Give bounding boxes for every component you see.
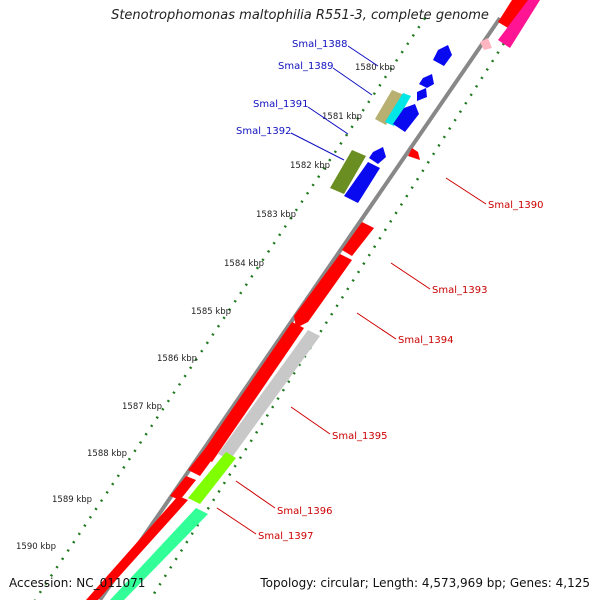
- cds-feature-mint: [110, 508, 208, 600]
- cds-feature-olive: [330, 150, 366, 194]
- gene-label-smal-1391: Smal_1391: [253, 99, 308, 110]
- gene-leader-line: [216, 507, 257, 535]
- gene-leader-line: [307, 106, 349, 135]
- tick-label: 1581 kbp: [322, 112, 362, 122]
- cds-feature-cyan: [385, 93, 411, 126]
- tick-label: 1590 kbp: [16, 542, 56, 552]
- gene-label-smal-1396: Smal_1396: [277, 506, 332, 517]
- gene-label-smal-1395: Smal_1395: [332, 431, 387, 442]
- cds-feature-blue: [433, 45, 452, 66]
- genome-summary: Topology: circular; Length: 4,573,969 bp…: [260, 576, 590, 590]
- gene-leader-line: [290, 406, 331, 435]
- gene-leader-line: [347, 45, 379, 67]
- cds-feature-red: [342, 222, 374, 256]
- cds-feature-blue: [344, 162, 380, 203]
- cds-feature-blue: [369, 147, 386, 164]
- gene-leader-line: [390, 262, 431, 290]
- cds-feature-blue: [393, 104, 419, 132]
- tick-label: 1584 kbp: [224, 259, 264, 269]
- cds-feature-olive-light: [375, 90, 404, 125]
- gene-leader-line: [356, 312, 397, 340]
- accession-label: Accession: NC_011071: [9, 576, 146, 590]
- cds-feature-red: [86, 496, 188, 600]
- cds-feature-red: [498, 0, 530, 28]
- gene-label-smal-1389: Smal_1389: [278, 61, 333, 72]
- cds-feature-red: [408, 148, 420, 160]
- cds-feature-red: [188, 440, 222, 476]
- gene-label-smal-1388: Smal_1388: [292, 39, 347, 50]
- gene-label-smal-1392: Smal_1392: [236, 126, 291, 137]
- cds-feature-lime: [188, 452, 236, 504]
- gene-leader-line: [235, 480, 276, 509]
- cds-feature-blue: [419, 74, 434, 88]
- tick-label: 1589 kbp: [52, 495, 92, 505]
- tick-label: 1583 kbp: [256, 210, 296, 220]
- tick-label: 1588 kbp: [87, 449, 127, 459]
- gene-label-smal-1397: Smal_1397: [258, 531, 313, 542]
- cds-feature-red: [200, 322, 304, 462]
- tick-label: 1582 kbp: [290, 161, 330, 171]
- tick-label: 1586 kbp: [157, 354, 197, 364]
- map-title: Stenotrophomonas maltophilia R551-3, com…: [111, 8, 489, 23]
- cds-feature-red: [294, 254, 352, 328]
- cds-feature-blue: [417, 88, 427, 101]
- tick-label: 1580 kbp: [355, 63, 395, 73]
- gene-leader-line: [290, 132, 345, 161]
- cds-feature-red: [170, 476, 196, 500]
- tick-label: 1585 kbp: [191, 307, 231, 317]
- tick-label: 1587 kbp: [122, 402, 162, 412]
- gene-label-smal-1393: Smal_1393: [432, 285, 487, 296]
- gene-label-smal-1394: Smal_1394: [398, 335, 453, 346]
- cds-feature-gray: [218, 330, 320, 460]
- outer-dotted-guide: [33, 17, 427, 600]
- cds-feature-magenta: [498, 0, 540, 48]
- gene-label-smal-1390: Smal_1390: [488, 200, 543, 211]
- gene-leader-line: [332, 67, 373, 96]
- cds-feature-pink: [480, 38, 492, 50]
- gene-leader-line: [445, 177, 487, 205]
